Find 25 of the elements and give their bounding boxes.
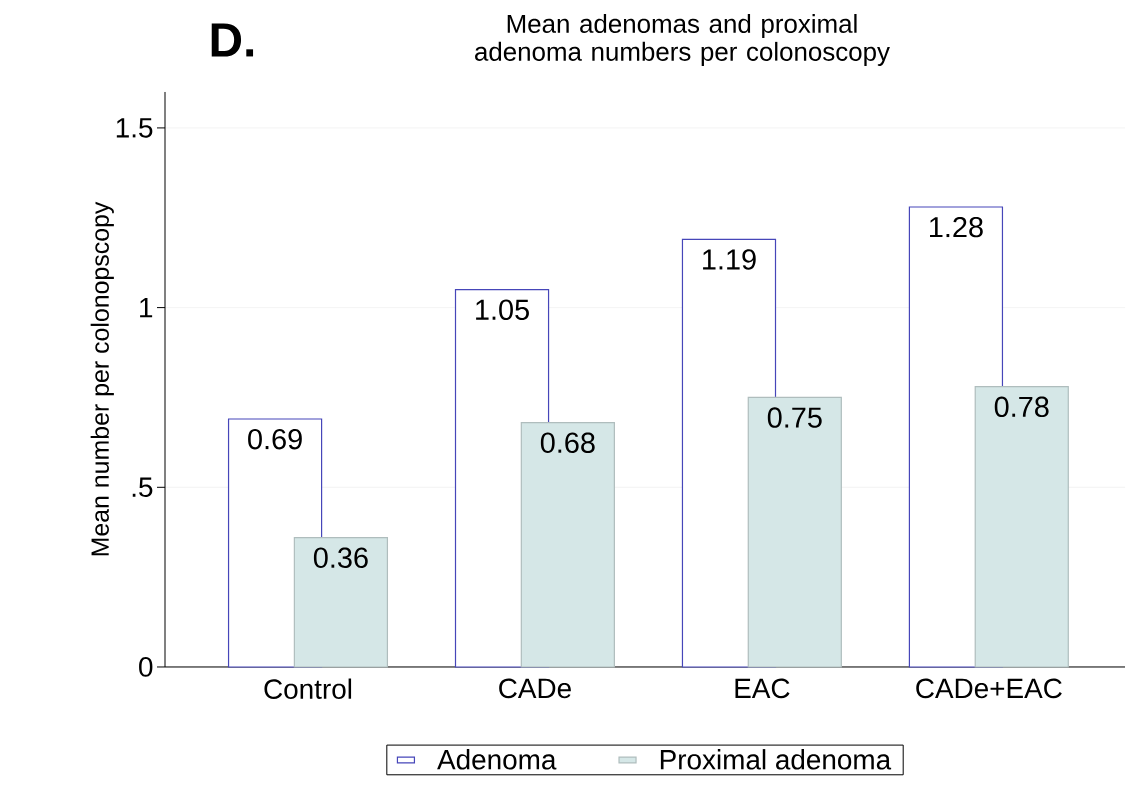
bar [747,396,842,668]
data-label: 1.28 [930,216,983,238]
y-tick-label: 0 [139,657,153,677]
x-tick-label: EAC [735,678,790,699]
x-tick-label: CADe [499,678,571,699]
data-label: 0.69 [248,428,302,450]
data-label: 1.05 [476,299,529,321]
data-label: 0.78 [994,396,1049,418]
data-label: 1.19 [703,249,756,270]
x-tick-label: Control [264,678,352,699]
bar [974,386,1069,668]
y-tick-label: 1 [140,298,153,318]
x-tick-label: CADe+EAC [916,678,1062,699]
chart-title: Mean adenomas and proximal adenoma numbers per colonoscopy [475,13,890,67]
data-label: 0.36 [313,547,368,568]
y-tick-label: 1.5 [116,118,153,138]
bar [520,422,615,668]
legend-label: Proximal adenoma [660,749,892,770]
data-label: 0.75 [767,407,822,428]
y-axis-title: Mean number per colonopscopy [90,201,114,556]
text: D. [211,23,254,57]
bar [293,537,389,668]
legend-label: Adenoma [437,749,557,770]
y-tick-label: .5 [132,477,153,498]
data-label: 0.68 [540,432,595,453]
